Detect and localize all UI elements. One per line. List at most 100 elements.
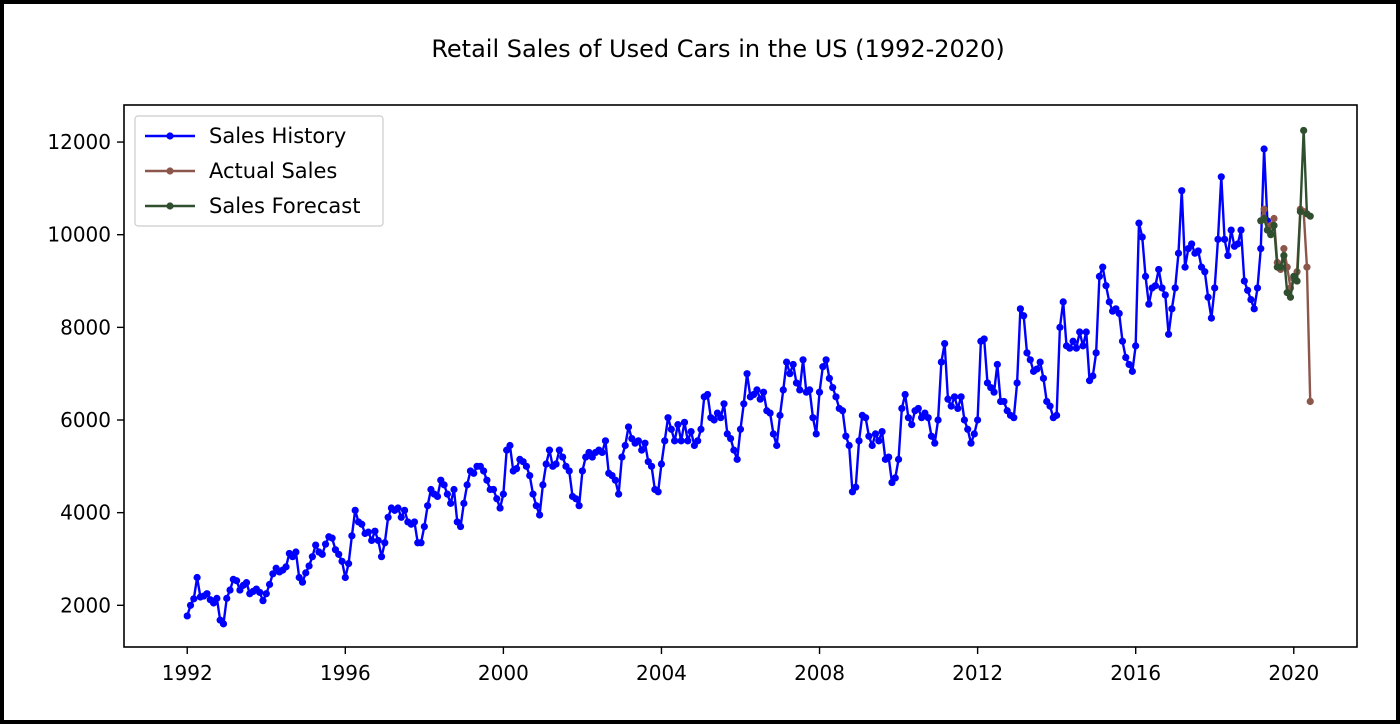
data-point — [664, 414, 672, 422]
data-point — [506, 441, 514, 450]
data-point — [954, 404, 962, 413]
data-point — [769, 430, 778, 438]
data-point — [1260, 145, 1268, 153]
data-point — [694, 437, 702, 445]
data-point — [1178, 187, 1186, 195]
data-point — [773, 441, 781, 450]
data-point — [433, 492, 442, 501]
data-point — [782, 358, 791, 366]
data-point — [259, 597, 267, 605]
data-point — [904, 414, 913, 422]
data-point — [611, 476, 619, 484]
data-point — [1026, 356, 1034, 364]
data-point — [572, 495, 580, 503]
data-point — [1069, 337, 1077, 345]
data-point — [328, 534, 336, 542]
data-point — [1260, 205, 1268, 213]
data-point — [1125, 360, 1133, 369]
x-tick-label: 2000 — [478, 661, 529, 685]
data-point — [908, 421, 916, 429]
y-tick-label: 12000 — [47, 130, 111, 154]
data-point — [720, 400, 728, 408]
data-point — [947, 402, 955, 410]
data-point — [944, 395, 952, 403]
data-point — [400, 506, 409, 514]
data-point — [1174, 249, 1183, 257]
data-point — [1227, 226, 1235, 234]
data-point — [1214, 235, 1222, 243]
data-point — [845, 441, 853, 450]
data-point — [1039, 374, 1048, 382]
data-point — [1155, 265, 1163, 274]
data-point — [779, 386, 787, 394]
data-point — [480, 467, 488, 475]
data-point — [703, 390, 712, 399]
data-point — [1135, 219, 1143, 227]
data-point — [358, 520, 366, 528]
data-point — [302, 569, 310, 577]
data-point — [680, 418, 689, 426]
data-point — [1260, 214, 1268, 223]
data-point — [934, 416, 942, 424]
data-point — [1118, 337, 1127, 345]
data-point — [529, 490, 537, 498]
plot-content — [183, 126, 1314, 628]
data-point — [463, 481, 471, 489]
legend-label: Actual Sales — [209, 159, 337, 183]
data-point — [555, 446, 563, 454]
plot-frame — [123, 104, 1358, 648]
data-point — [364, 528, 372, 536]
data-point — [756, 395, 764, 403]
data-point — [1237, 226, 1245, 234]
data-point — [265, 580, 274, 589]
data-point — [578, 467, 587, 475]
data-point — [1257, 245, 1265, 253]
data-point — [183, 612, 191, 620]
data-point — [1000, 397, 1008, 406]
data-point — [213, 594, 221, 602]
data-point — [1056, 323, 1064, 331]
data-point — [990, 388, 998, 396]
data-point — [1181, 263, 1189, 271]
data-point — [1270, 214, 1278, 223]
data-point — [838, 407, 847, 415]
data-point — [338, 557, 346, 565]
data-point — [456, 522, 465, 531]
chart-title: Retail Sales of Used Cars in the US (199… — [431, 35, 1004, 63]
data-point — [1247, 295, 1255, 304]
data-point — [1099, 263, 1107, 271]
data-point — [819, 363, 827, 371]
data-point — [1122, 353, 1130, 362]
data-point — [305, 562, 313, 570]
data-point — [786, 370, 794, 378]
data-point — [1250, 305, 1258, 313]
data-point — [753, 386, 761, 394]
line-chart: Retail Sales of Used Cars in the US (199… — [47, 35, 1358, 685]
data-point — [862, 414, 870, 422]
data-point — [233, 577, 241, 585]
data-point — [671, 437, 679, 445]
legend-swatch-marker — [166, 202, 174, 210]
data-point — [1076, 328, 1084, 336]
data-point — [687, 427, 695, 436]
data-point — [822, 356, 830, 364]
data-point — [815, 388, 824, 396]
data-point — [483, 476, 491, 484]
data-point — [1300, 126, 1308, 135]
x-tick-label: 1996 — [320, 661, 371, 685]
data-point — [1188, 240, 1196, 248]
data-point — [865, 432, 873, 440]
data-point — [1194, 247, 1202, 255]
y-tick-label: 6000 — [60, 408, 111, 432]
data-point — [661, 437, 669, 445]
data-point — [1164, 330, 1173, 338]
data-point — [450, 485, 458, 494]
data-point — [667, 425, 675, 433]
data-point — [493, 495, 501, 503]
data-point — [193, 573, 201, 582]
data-point — [601, 437, 610, 445]
x-tick-label: 2020 — [1268, 661, 1319, 685]
data-point — [1171, 284, 1179, 292]
data-point — [1306, 397, 1314, 406]
data-point — [743, 370, 751, 378]
